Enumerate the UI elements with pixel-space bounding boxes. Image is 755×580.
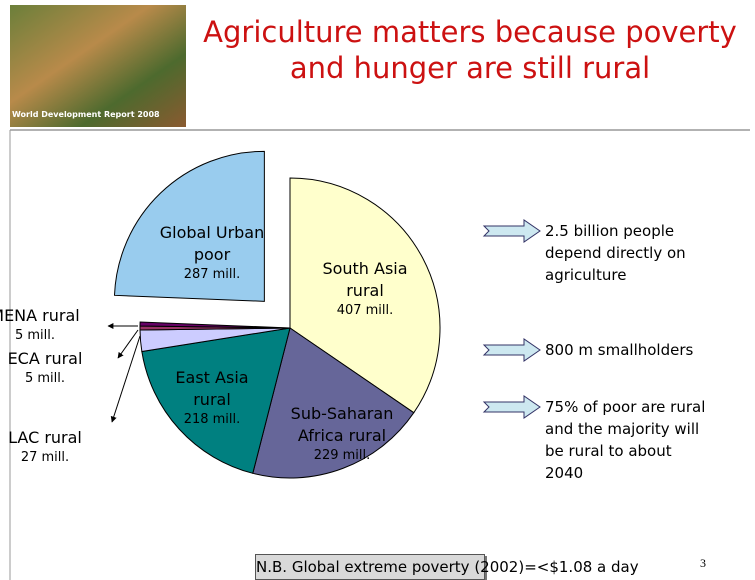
slice-value-label: 5 mill.	[14, 328, 56, 343]
pie-slice	[252, 327, 415, 479]
bullet: 2.5 billion people depend directly on ag…	[545, 222, 686, 284]
slice-label-group: Sub-Saharan Africa rural 229 mill.	[277, 403, 407, 465]
slice-label: ECA rural	[7, 349, 83, 368]
logo-image	[10, 5, 186, 127]
slice-label-group: South Asia rural 407 mill.	[310, 258, 420, 320]
slice-label: MENA rural	[0, 306, 80, 325]
slice-label-group: MENA rural 5 mill.	[0, 305, 90, 345]
slice-label: East Asia rural	[175, 368, 249, 409]
slice-label: Global Urban poor	[159, 223, 265, 264]
pie-slice	[113, 150, 265, 302]
slice-value-label: 229 mill.	[313, 448, 371, 463]
slice-value-label: 287 mill.	[183, 267, 241, 282]
slice-value-label: 27 mill.	[20, 450, 70, 465]
slice-value-label: 5 mill.	[24, 371, 66, 386]
slide-title: Agriculture matters because poverty and …	[203, 15, 737, 85]
pie-slice	[289, 177, 441, 414]
logo-text: World Development Report 2008	[12, 110, 160, 119]
leader-line	[117, 329, 139, 359]
slice-label-group: Global Urban poor 287 mill.	[152, 222, 272, 284]
slice-value-label: 407 mill.	[336, 303, 394, 318]
slice-label: LAC rural	[8, 428, 82, 447]
bullet: 800 m smallholders	[545, 341, 694, 359]
slice-value-label: 218 mill.	[183, 412, 241, 427]
bullet: 75% of poor are rural and the majority w…	[545, 398, 706, 482]
slide-number: 3	[700, 556, 706, 570]
pie-slice	[139, 321, 291, 329]
slice-label: Sub-Saharan Africa rural	[290, 404, 394, 445]
slice-label-group: East Asia rural 218 mill.	[162, 367, 262, 429]
slice-label-group: LAC rural 27 mill.	[5, 427, 85, 467]
pie-slice	[141, 327, 291, 474]
bullet-arrows	[482, 219, 541, 419]
slice-label: South Asia rural	[322, 259, 408, 300]
slice-label-group: ECA rural 5 mill.	[5, 348, 85, 388]
footnote: N.B. Global extreme poverty (2002)=<$1.0…	[255, 554, 639, 580]
leader-line	[110, 335, 141, 423]
